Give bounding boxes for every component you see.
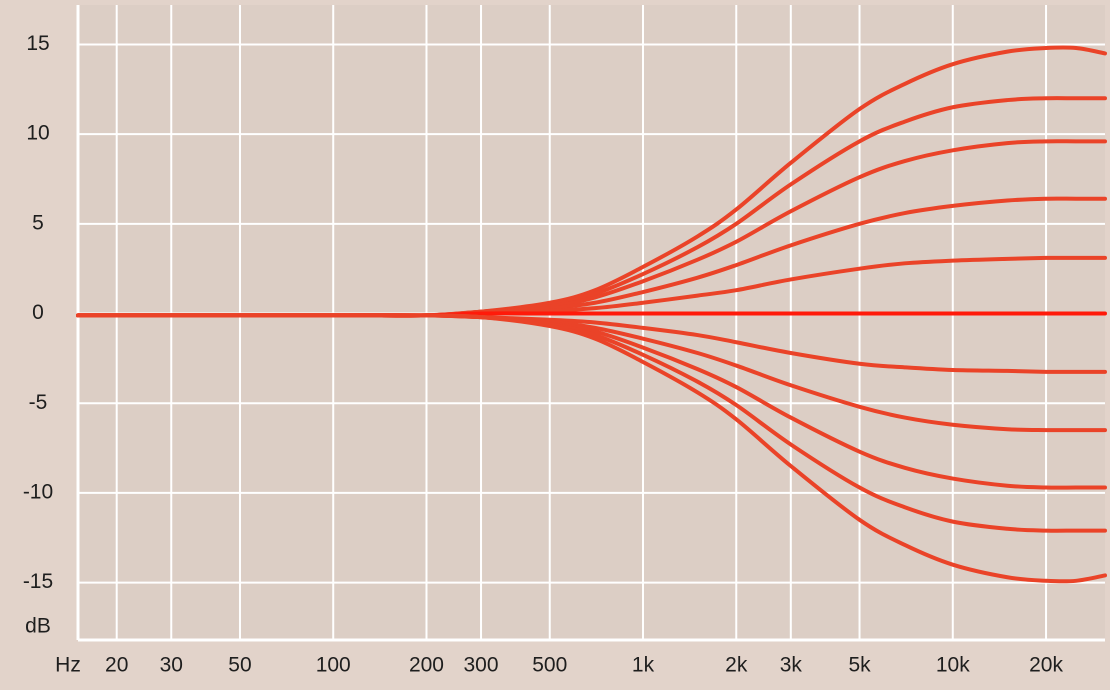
x-tick-label: 5k bbox=[848, 654, 871, 677]
y-axis-label: dB bbox=[25, 615, 51, 638]
y-tick-label: -15 bbox=[23, 570, 53, 593]
x-tick-label: 30 bbox=[160, 654, 183, 677]
x-tick-label: 50 bbox=[228, 654, 251, 677]
x-tick-label: 10k bbox=[936, 654, 970, 677]
y-tick-label: 15 bbox=[26, 32, 49, 55]
eq-curve bbox=[76, 313, 1107, 584]
y-tick-label: -10 bbox=[23, 480, 53, 503]
x-tick-label: 20k bbox=[1029, 654, 1063, 677]
x-axis-label: Hz bbox=[55, 654, 81, 677]
x-tick-label: 100 bbox=[316, 654, 351, 677]
x-tick-label: 200 bbox=[409, 654, 444, 677]
x-tick-label: 300 bbox=[464, 654, 499, 677]
x-tick-label: 1k bbox=[632, 654, 655, 677]
y-tick-label: 0 bbox=[32, 301, 44, 324]
x-tick-label: 20 bbox=[105, 654, 128, 677]
x-tick-label: 3k bbox=[780, 654, 803, 677]
x-tick-label: 2k bbox=[725, 654, 748, 677]
y-tick-label: 10 bbox=[26, 122, 49, 145]
y-tick-label: -5 bbox=[29, 391, 48, 414]
x-tick-label: 500 bbox=[532, 654, 567, 677]
y-tick-label: 5 bbox=[32, 211, 44, 234]
